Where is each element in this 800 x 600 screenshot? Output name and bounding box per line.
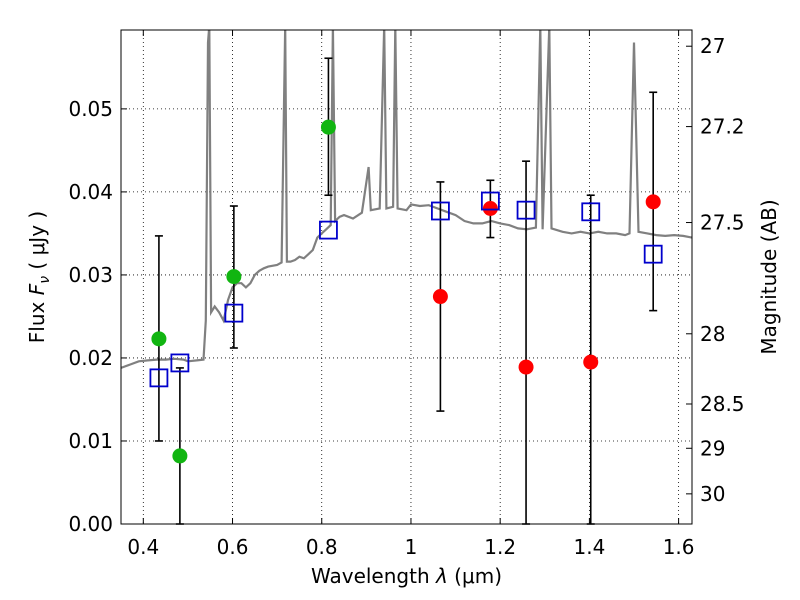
data-point	[432, 289, 448, 305]
y-tick-label: 0.02	[68, 346, 113, 370]
data-point	[151, 331, 167, 347]
y-tick-label: 0.01	[68, 429, 113, 453]
data-point	[172, 448, 188, 464]
x-tick-label: 1.2	[484, 535, 516, 559]
ticks-layer: 0.4 0.6 0.8 1 1.2 1.4 1.6 0.00 0.01 0.02 0.03 0.04 0…	[68, 30, 745, 559]
y-tick-label: 0.00	[68, 512, 113, 536]
plot-frame	[120, 29, 693, 525]
data-point	[226, 269, 242, 285]
y2-tick-label: 30	[700, 482, 725, 506]
data-point	[645, 194, 661, 210]
model-point	[170, 353, 190, 373]
x-tick-label: 0.6	[217, 535, 249, 559]
y2-tick-label: 27.5	[700, 211, 745, 235]
x-axis-label: Wavelength λ (μm)	[311, 564, 502, 588]
y-tick-label: 0.04	[68, 180, 113, 204]
data-point	[518, 359, 534, 375]
y2-tick-label: 27	[700, 34, 725, 58]
model-spectrum-line	[121, 30, 692, 369]
x-tick-label: 1	[405, 535, 418, 559]
y2-tick-label: 28.5	[700, 392, 745, 416]
data-point	[583, 354, 599, 370]
x-tick-label: 0.4	[127, 535, 159, 559]
y2-tick-label: 29	[700, 436, 725, 460]
y2-tick-label: 28	[700, 322, 725, 346]
model-point	[643, 244, 663, 264]
x-tick-label: 0.8	[306, 535, 338, 559]
model-point	[480, 191, 500, 211]
y2-axis-label: Magnitude (AB)	[757, 199, 781, 354]
data-point	[320, 119, 336, 135]
x-tick-label: 1.4	[573, 535, 605, 559]
data-point	[482, 201, 498, 217]
model-point	[319, 220, 338, 240]
y-tick-label: 0.03	[68, 263, 113, 287]
y2-tick-label: 27.2	[700, 115, 745, 139]
model-point	[516, 200, 536, 220]
model-point	[431, 201, 450, 221]
model-spectrum-layer	[121, 30, 692, 369]
model-point	[224, 303, 244, 323]
y-tick-label: 0.05	[68, 97, 113, 121]
markers-layer	[149, 119, 663, 464]
x-tick-label: 1.6	[663, 535, 695, 559]
model-point	[149, 368, 169, 388]
y-axis-label: Flux Fν ( μJy )	[25, 211, 53, 343]
model-point	[581, 202, 601, 222]
